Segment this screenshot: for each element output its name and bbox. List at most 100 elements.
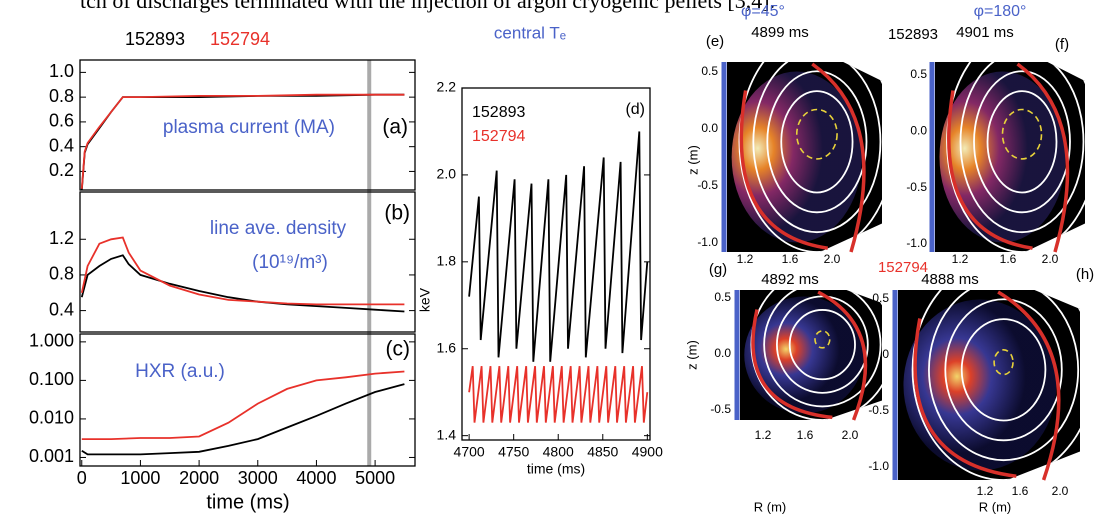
y-tick-label: 0.6 — [49, 111, 74, 131]
panel-label: (c) — [386, 338, 411, 361]
flux-surface — [763, 290, 882, 408]
caption-fragment: tch of discharges terminated with the in… — [80, 0, 775, 13]
y-tick-label: -1.0 — [906, 236, 927, 250]
x-tick-label: 1.6 — [782, 252, 799, 266]
y-tick-label: 0.4 — [49, 135, 74, 155]
panel-label: (g) — [709, 261, 727, 278]
series-line — [80, 93, 405, 189]
x-tick-label: 4750 — [498, 444, 529, 460]
x-tick-label: 1.2 — [977, 484, 994, 498]
series-line — [468, 131, 649, 362]
y-axis-label: keV — [417, 287, 433, 312]
vessel-wall — [947, 62, 1070, 253]
flux-surface — [766, 70, 868, 214]
y-tick-label: 0.5 — [714, 290, 731, 304]
x-axis-label: time (ms) — [206, 491, 289, 513]
y-tick-label: 0.0 — [872, 347, 889, 361]
shot-number: 152893 — [888, 26, 938, 43]
x-tick-label: 2000 — [179, 468, 219, 488]
x-tick-label: 2.0 — [824, 252, 841, 266]
legend-label: 152794 — [472, 128, 525, 145]
plot-frame — [79, 59, 416, 191]
y-tick-label: 0.010 — [29, 408, 74, 428]
x-tick-label: 1.2 — [737, 252, 754, 266]
flux-surface — [973, 70, 1071, 214]
frame-time: 4901 ms — [956, 24, 1014, 41]
x-axis-label: R (m) — [979, 499, 1012, 514]
y-tick-label: 0.8 — [49, 86, 74, 106]
flux-surface — [986, 90, 1058, 194]
magnetic-axis — [1001, 108, 1043, 160]
panel-label: (h) — [1076, 266, 1094, 283]
y-tick-label: -0.5 — [868, 403, 889, 417]
panel-label: (e) — [706, 33, 724, 50]
flux-surface — [780, 90, 854, 194]
camera-image — [935, 62, 1085, 252]
chart-title: central Tₑ — [494, 23, 566, 42]
vessel-wall — [913, 290, 1061, 481]
vessel-wall — [739, 62, 866, 253]
shot-number: 152794 — [878, 259, 928, 276]
x-tick-label: 2.0 — [1042, 252, 1059, 266]
flux-surface — [738, 62, 882, 252]
image-glow — [903, 299, 1057, 471]
y-tick-label: 0.4 — [49, 299, 74, 319]
camera-image — [727, 62, 882, 252]
plot-frame — [79, 191, 416, 333]
plot-frame — [79, 333, 416, 467]
legend-label: 152794 — [210, 29, 270, 49]
flux-surface — [911, 290, 1080, 480]
x-tick-label: 4850 — [587, 444, 618, 460]
camera-image — [898, 290, 1080, 480]
y-tick-label: 0.0 — [701, 121, 718, 135]
vessel-wall — [751, 290, 868, 421]
y-tick-label: -1.0 — [868, 459, 889, 473]
y-tick-label: -0.5 — [906, 180, 927, 194]
series-line — [468, 365, 649, 423]
y-tick-label: 0.2 — [49, 160, 74, 180]
y-tick-label: 1.000 — [29, 331, 74, 351]
x-tick-label: 1.6 — [797, 428, 814, 442]
annotation: line ave. density — [210, 218, 347, 239]
x-tick-label: 1.2 — [952, 252, 969, 266]
flux-surface — [788, 309, 856, 381]
series-line — [81, 370, 405, 440]
panel-label: (b) — [384, 202, 410, 225]
y-tick-label: -1.0 — [697, 235, 718, 249]
x-tick-label: 2.0 — [1052, 484, 1069, 498]
image-glow — [744, 296, 864, 414]
x-tick-label: 4000 — [296, 468, 336, 488]
flux-surface — [946, 62, 1085, 252]
toroidal-angle: φ=180° — [974, 3, 1027, 20]
series-line — [80, 254, 405, 313]
y-tick-label: 0.001 — [29, 446, 74, 466]
legend-label: 152893 — [125, 29, 185, 49]
annotation: (10¹⁹/m³) — [252, 252, 328, 273]
plot-frame — [461, 87, 651, 441]
flux-surface — [752, 62, 882, 234]
y-tick-label: 0.100 — [29, 369, 74, 389]
y-axis-label: z (m) — [684, 340, 699, 370]
panel-label: (a) — [382, 116, 408, 139]
x-tick-label: 0 — [77, 468, 87, 488]
flux-surface — [959, 62, 1085, 234]
legend-label: 152893 — [472, 104, 525, 121]
x-tick-label: 4800 — [543, 444, 574, 460]
y-tick-label: 0.5 — [701, 64, 718, 78]
toroidal-angle: φ=45° — [741, 3, 785, 20]
panel-label: (d) — [625, 101, 645, 118]
frame-time: 4888 ms — [921, 271, 979, 288]
annotation: HXR (a.u.) — [135, 361, 225, 382]
frame-time: 4899 ms — [751, 24, 809, 41]
series-line — [80, 236, 405, 306]
y-tick-label: 2.2 — [437, 79, 457, 95]
flux-surface — [928, 290, 1080, 462]
y-tick-label: -0.5 — [697, 178, 718, 192]
y-tick-label: 0.0 — [910, 124, 927, 138]
series-line — [81, 383, 405, 456]
series-line — [80, 93, 405, 190]
magnetic-axis — [814, 330, 831, 349]
flux-surface — [960, 318, 1047, 422]
